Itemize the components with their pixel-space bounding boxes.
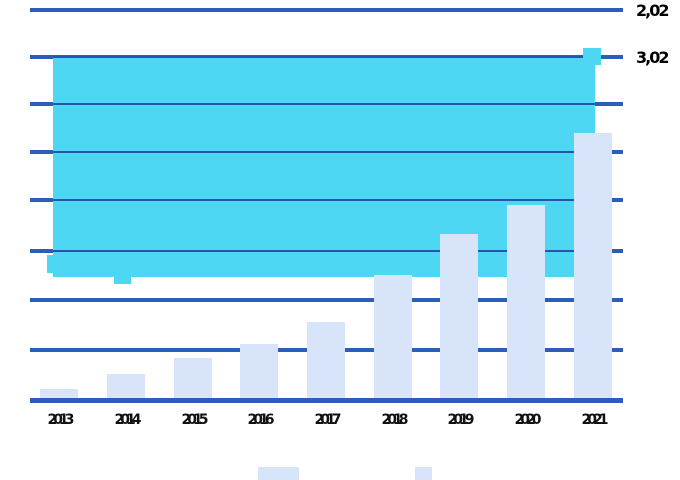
x-axis-label: 2017 bbox=[314, 412, 342, 428]
bar bbox=[40, 389, 78, 398]
x-axis-label: 2019 bbox=[447, 412, 475, 428]
bar bbox=[107, 374, 145, 398]
legend-swatch-fragment bbox=[415, 467, 432, 480]
right-axis-label: 3,02 bbox=[636, 48, 669, 67]
gridline-thin bbox=[53, 103, 595, 105]
x-axis-label: 2018 bbox=[381, 412, 409, 428]
x-axis-label: 2016 bbox=[247, 412, 275, 428]
bar bbox=[174, 358, 212, 398]
gridline-thin bbox=[53, 151, 595, 153]
x-axis-line bbox=[30, 398, 623, 403]
x-axis-label: 2013 bbox=[47, 412, 75, 428]
highlight-overlay-square bbox=[583, 48, 601, 65]
highlight-overlay bbox=[53, 57, 595, 277]
bar bbox=[307, 322, 345, 398]
x-axis-label: 2014 bbox=[114, 412, 142, 428]
bar bbox=[507, 205, 545, 398]
bar bbox=[574, 133, 612, 398]
highlight-overlay bbox=[47, 255, 55, 273]
legend-swatch-fragment bbox=[258, 467, 299, 480]
bar bbox=[240, 344, 278, 398]
bar bbox=[440, 234, 478, 398]
x-axis-label: 2021 bbox=[581, 412, 609, 428]
highlight-overlay bbox=[114, 277, 131, 284]
gridline bbox=[30, 298, 623, 302]
right-axis-label: 2,02 bbox=[636, 1, 669, 20]
gridline-thin bbox=[53, 199, 595, 201]
x-axis-label: 2020 bbox=[514, 412, 542, 428]
x-axis-label: 2015 bbox=[181, 412, 209, 428]
gridline-thin bbox=[53, 56, 595, 58]
gridline-thin bbox=[53, 250, 595, 252]
gridline bbox=[30, 8, 623, 12]
bar bbox=[374, 275, 412, 398]
